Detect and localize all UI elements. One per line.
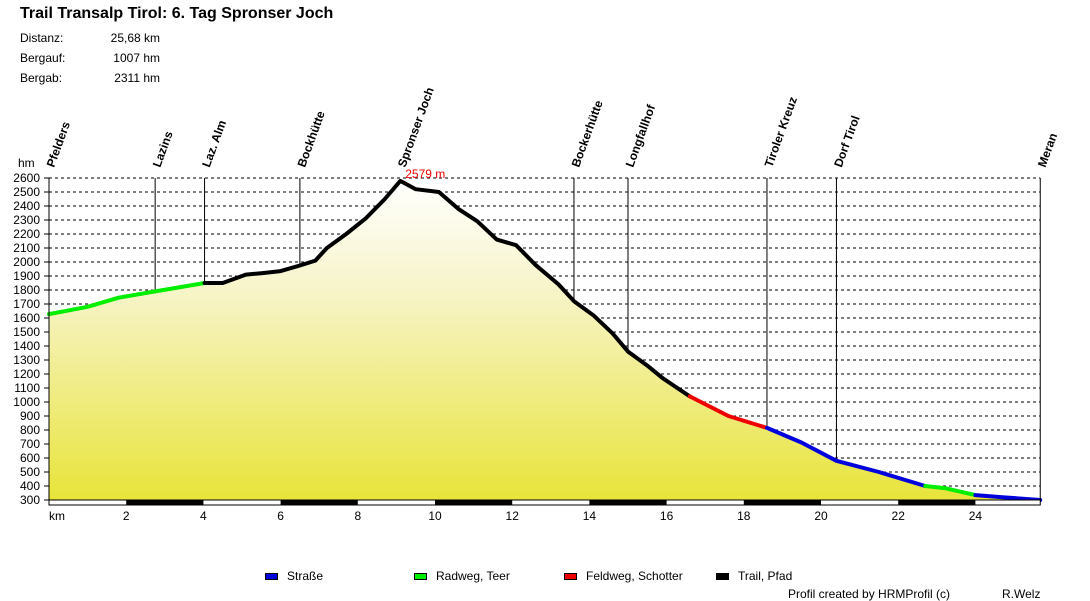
profile-segment <box>765 425 928 488</box>
profile-segment <box>47 281 207 317</box>
y-tick-label: 700 <box>20 437 40 451</box>
stat-descent-value: 2311 hm <box>114 71 160 85</box>
waypoint-label: Lazins <box>150 129 176 169</box>
x-tick-label: 4 <box>200 509 207 523</box>
x-tick-label: 16 <box>660 509 674 523</box>
legend-swatch-blue <box>265 572 278 580</box>
y-tick-label: 300 <box>20 493 40 507</box>
profile-segment <box>973 493 1043 502</box>
waypoint-label: Pfelders <box>44 119 73 169</box>
y-tick-label: 2100 <box>13 241 40 255</box>
y-tick-label: 2300 <box>13 213 40 227</box>
y-tick-label: 500 <box>20 465 40 479</box>
x-tick-label: 18 <box>737 509 751 523</box>
y-tick-label: 1000 <box>13 395 40 409</box>
profile-segment <box>202 178 692 399</box>
y-tick-label: 400 <box>20 479 40 493</box>
x-tick-label: 14 <box>583 509 597 523</box>
scale-bar <box>48 499 1041 506</box>
waypoint-label: Bockhütte <box>295 109 328 169</box>
y-tick-label: 2400 <box>13 199 40 213</box>
profile-segment <box>687 394 769 430</box>
legend-item-feldweg: Feldweg, Schotter <box>564 569 683 583</box>
x-tick-label: 8 <box>354 509 361 523</box>
y-tick-label: 800 <box>20 423 40 437</box>
y-tick-label: 2200 <box>13 227 40 241</box>
legend-item-trail: Trail, Pfad <box>716 569 792 583</box>
y-tick-label: 1500 <box>13 325 40 339</box>
x-tick-label: 6 <box>277 509 284 523</box>
y-tick-label: 1600 <box>13 311 40 325</box>
waypoint-label: Meran <box>1035 131 1060 169</box>
y-tick-label: 1200 <box>13 367 40 381</box>
profile-segment <box>923 484 978 498</box>
x-tick-label: 20 <box>814 509 828 523</box>
scale-bar-segment <box>280 500 358 505</box>
y-tick-label: 1400 <box>13 339 40 353</box>
y-tick-label: 1100 <box>14 381 40 395</box>
waypoint-lines <box>154 178 837 461</box>
y-tick-label: 1900 <box>13 269 40 283</box>
legend-item-radweg: Radweg, Teer <box>414 569 510 583</box>
y-tick-label: 900 <box>20 409 40 423</box>
stat-distance-label: Distanz: <box>20 31 64 45</box>
axes: 3004005006007008009001000110012001300140… <box>13 156 1041 523</box>
x-axis-unit: km <box>49 509 65 523</box>
waypoint-labels: Pfelders Lazins Laz. Alm Bockhütte Spronser … <box>44 85 1060 181</box>
legend-swatch-red <box>564 572 577 580</box>
x-tick-label: 12 <box>506 509 520 523</box>
stat-distance-value: 25,68 km <box>110 31 160 45</box>
scale-bar-segment <box>435 500 513 505</box>
legend-label: Feldweg, Schotter <box>586 569 683 583</box>
y-tick-label: 2600 <box>13 171 40 185</box>
x-tick-label: 10 <box>428 509 442 523</box>
waypoint-label: Dorf Tirol <box>831 114 863 169</box>
x-tick-label: 24 <box>969 509 983 523</box>
legend-swatch-green <box>414 572 427 580</box>
legend-label: Straße <box>287 569 324 583</box>
chart-title: Trail Transalp Tirol: 6. Tag Spronser Jo… <box>20 5 334 22</box>
footer-author: R.Welz <box>1002 587 1041 601</box>
waypoint-label: Laz. Alm <box>199 118 229 169</box>
scale-bar-segment <box>589 500 667 505</box>
y-tick-label: 600 <box>20 451 40 465</box>
y-axis-unit: hm <box>18 156 35 170</box>
legend-swatch-black <box>716 572 729 580</box>
profile-lines <box>47 178 1043 502</box>
legend-label: Trail, Pfad <box>738 569 793 583</box>
y-tick-label: 2000 <box>13 255 40 269</box>
stat-ascent-label: Bergauf: <box>20 51 66 65</box>
scale-bar-segment <box>898 500 976 505</box>
legend-item-strasse: Straße <box>265 569 323 583</box>
waypoint-label: Tiroler Kreuz <box>762 95 800 169</box>
profile-area <box>49 180 1041 500</box>
stat-ascent-value: 1007 hm <box>113 51 160 65</box>
footer-credit: Profil created by HRMProfil (c) <box>788 587 951 601</box>
scale-bar-segment <box>743 500 821 505</box>
waypoint-label: Bockerhütte <box>569 98 606 169</box>
scale-bar-segment <box>126 500 204 505</box>
y-tick-label: 1700 <box>13 297 40 311</box>
stat-descent-label: Bergab: <box>20 71 63 85</box>
y-tick-label: 1300 <box>13 353 40 367</box>
x-tick-label: 2 <box>123 509 130 523</box>
y-tick-label: 1800 <box>13 283 40 297</box>
x-tick-label: 22 <box>892 509 906 523</box>
waypoint-label: Spronser Joch <box>395 85 437 169</box>
waypoint-label: Longfallhof <box>623 102 659 169</box>
legend-label: Radweg, Teer <box>436 569 510 583</box>
y-tick-label: 2500 <box>13 185 40 199</box>
max-elevation-label: 2579 m <box>405 167 445 181</box>
